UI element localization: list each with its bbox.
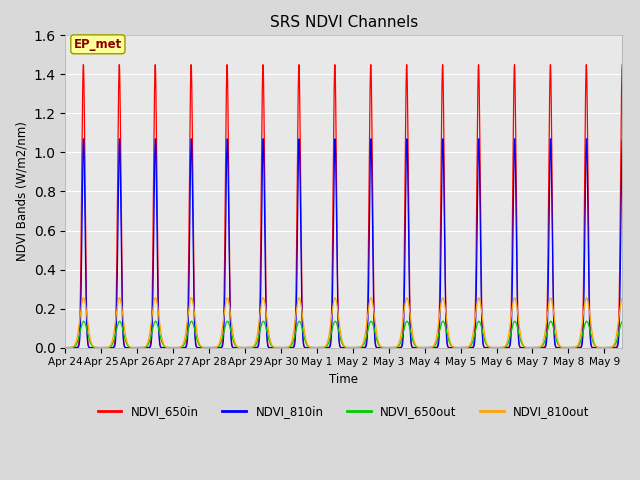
NDVI_810out bbox=[618, 295, 626, 301]
NDVI_650out bbox=[611, 343, 618, 348]
NDVI_810in bbox=[417, 345, 425, 350]
NDVI_650out bbox=[561, 345, 568, 350]
NDVI_810out bbox=[561, 345, 568, 350]
Legend: NDVI_650in, NDVI_810in, NDVI_650out, NDVI_810out: NDVI_650in, NDVI_810in, NDVI_650out, NDV… bbox=[93, 400, 595, 423]
NDVI_810out bbox=[312, 345, 319, 350]
NDVI_650out bbox=[417, 345, 424, 350]
NDVI_810in bbox=[617, 209, 625, 215]
Y-axis label: NDVI Bands (W/m2/nm): NDVI Bands (W/m2/nm) bbox=[15, 121, 28, 262]
NDVI_650in bbox=[417, 345, 424, 350]
NDVI_810in bbox=[61, 345, 69, 350]
Line: NDVI_810out: NDVI_810out bbox=[65, 298, 622, 348]
NDVI_650out bbox=[61, 345, 69, 350]
Title: SRS NDVI Channels: SRS NDVI Channels bbox=[269, 15, 418, 30]
Line: NDVI_650out: NDVI_650out bbox=[65, 321, 622, 348]
Line: NDVI_650in: NDVI_650in bbox=[65, 65, 622, 348]
NDVI_810in bbox=[545, 199, 553, 205]
NDVI_650out bbox=[617, 321, 625, 326]
NDVI_810out bbox=[617, 299, 625, 304]
NDVI_650out bbox=[618, 319, 626, 324]
NDVI_650in bbox=[312, 345, 319, 350]
NDVI_650in bbox=[561, 345, 568, 350]
NDVI_650in bbox=[611, 345, 618, 350]
NDVI_810out bbox=[152, 295, 159, 301]
NDVI_650in bbox=[545, 124, 553, 130]
NDVI_810in bbox=[312, 345, 319, 350]
NDVI_650in bbox=[618, 62, 626, 68]
NDVI_810in bbox=[618, 137, 626, 143]
NDVI_810out bbox=[611, 340, 618, 346]
NDVI_810in bbox=[152, 136, 159, 142]
NDVI_810in bbox=[561, 345, 568, 350]
NDVI_810out bbox=[61, 345, 69, 350]
X-axis label: Time: Time bbox=[330, 373, 358, 386]
NDVI_650in bbox=[61, 345, 69, 350]
NDVI_650out bbox=[545, 321, 553, 326]
NDVI_810in bbox=[611, 345, 618, 350]
Line: NDVI_810in: NDVI_810in bbox=[65, 139, 622, 348]
NDVI_650out bbox=[312, 345, 319, 350]
NDVI_650out bbox=[583, 318, 591, 324]
NDVI_810out bbox=[545, 298, 553, 304]
NDVI_650in bbox=[617, 136, 625, 142]
NDVI_810out bbox=[417, 345, 425, 350]
Text: EP_met: EP_met bbox=[74, 38, 122, 51]
